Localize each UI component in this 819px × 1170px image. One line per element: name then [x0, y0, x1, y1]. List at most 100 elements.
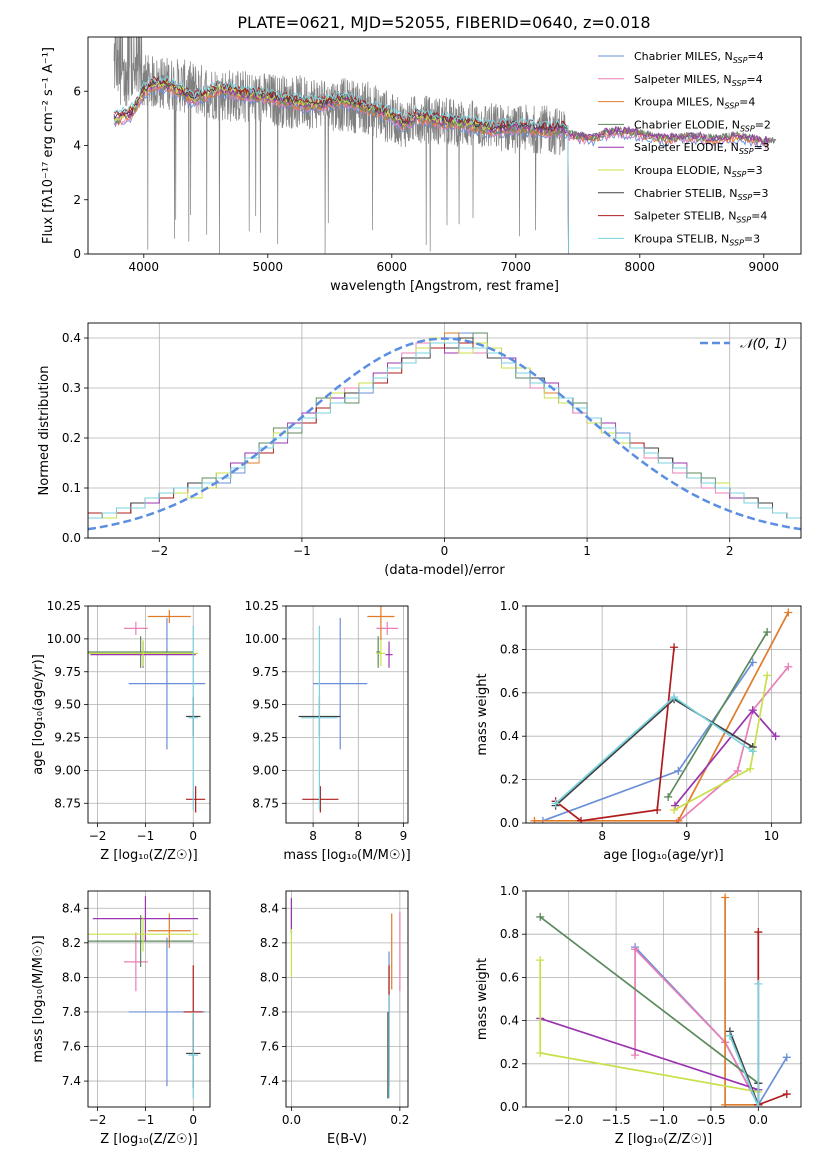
x-tick-label: 0: [189, 829, 197, 843]
weight-marker: [670, 693, 679, 702]
legend-entry: Chabrier STELIB, NSSP=3: [634, 187, 768, 202]
y-tick-label: 0.8: [500, 927, 519, 941]
legend-text: Salpeter ELODIE, N: [634, 141, 739, 154]
y-tick-label: 7.6: [62, 1040, 81, 1054]
y-tick-label: 1.0: [500, 599, 519, 613]
weight-marker: [577, 816, 585, 823]
x-tick-label: −1: [293, 544, 311, 558]
y-tick-label: 0.2: [500, 773, 519, 787]
x-tick-label: 0: [441, 544, 449, 558]
weight-marker: [670, 805, 679, 814]
y-tick-label: 10.00: [47, 632, 81, 646]
legend-text: Kroupa STELIB, N: [634, 232, 729, 245]
x-tick-label: 8: [354, 829, 362, 843]
y-tick-label: 0.8: [500, 642, 519, 656]
y-tick-label: 9.25: [54, 731, 81, 745]
weight-marker: [670, 801, 679, 810]
legend-text: Chabrier ELODIE, N: [634, 118, 740, 131]
legend-text: Chabrier MILES, N: [634, 50, 733, 63]
y-tick-label: 6: [73, 84, 81, 98]
weight-marker: [631, 945, 640, 954]
figure-title: PLATE=0621, MJD=52055, FIBERID=0640, z=0…: [237, 13, 650, 32]
weight-marker: [536, 1049, 545, 1057]
legend-subscript: SSP: [736, 216, 751, 225]
legend-text: Kroupa MILES, N: [634, 96, 724, 109]
y-axis-label: Flux [fλ10⁻¹⁷ erg cm⁻² s⁻¹ A⁻¹]: [41, 47, 56, 244]
x-tick-label: 8: [309, 829, 317, 843]
y-tick-label: 10.25: [47, 599, 81, 613]
x-tick-label: 0.0: [282, 1113, 301, 1127]
weight-marker: [763, 671, 772, 680]
y-tick-label: 7.6: [260, 1040, 279, 1054]
legend-entry: Salpeter ELODIE, NSSP=3: [634, 141, 770, 156]
x-tick-label: 7000: [501, 260, 532, 274]
x-tick-label: −0.5: [696, 1113, 725, 1127]
age_vs_mass-axes: 8 8 9 8.75 9.00 9.25 9.50 9.75 10.00 10.25 mass [l…: [245, 599, 411, 863]
legend-subscript: SSP: [729, 238, 744, 247]
mass_vs_Z-axes: −2 −1 0 7.4 7.6 7.8 8.0 8.2 8.4 Z [log₁₀(Z/Z☉)] ma…: [31, 891, 210, 1147]
weight-marker: [754, 1103, 763, 1107]
x-axis-label: Z [log₁₀(Z/Z☉)]: [100, 1132, 197, 1147]
weight-line-salpeter-elodie: [674, 708, 777, 807]
mass_vs_ebv-axes: 0.0 0.2 7.4 7.6 7.8 8.0 8.2 8.4 E(B-V): [260, 891, 409, 1147]
weight-line-chabrier-elodie: [539, 916, 759, 1084]
weight-marker: [746, 764, 755, 773]
x-tick-label: 8000: [625, 260, 656, 274]
x-axis-label: Z [log₁₀(Z/Z☉)]: [100, 848, 197, 863]
weight-marker: [536, 956, 545, 965]
y-axis-label: mass weight: [475, 673, 490, 755]
x-tick-label: 9000: [749, 260, 780, 274]
y-tick-label: 8.0: [62, 970, 81, 984]
weight-marker: [733, 766, 742, 775]
y-tick-label: 9.50: [252, 698, 279, 712]
axes-frame: [525, 890, 802, 1108]
legend-entry: Kroupa MILES, NSSP=4: [634, 96, 755, 111]
y-tick-label: 0.2: [62, 431, 81, 445]
x-tick-label: 9: [400, 829, 408, 843]
axes-frame: [87, 890, 211, 1108]
model-spectrum-chabrier-elodie: [113, 81, 770, 146]
y-tick-label: 0.4: [500, 729, 519, 743]
weight-marker: [784, 608, 793, 617]
model-spectrum-salpeter-elodie: [113, 78, 770, 145]
x-tick-label: 0.2: [390, 1113, 409, 1127]
model-spectrum-kroupa-stelib: [113, 75, 569, 254]
legend-tail: =4: [746, 73, 762, 86]
x-tick-label: 1: [583, 544, 591, 558]
legend-tail: =3: [754, 141, 770, 154]
y-tick-label: 0.3: [62, 381, 81, 395]
y-tick-label: 0.0: [62, 531, 81, 545]
weight-marker: [674, 816, 683, 823]
weight-marker: [754, 928, 763, 937]
weight-marker: [670, 643, 679, 652]
y-tick-label: 0: [73, 247, 81, 261]
legend-entry: Chabrier ELODIE, NSSP=2: [634, 118, 771, 133]
weight-line-chabrier-miles: [542, 661, 754, 822]
x-axis-label: (data-model)/error: [384, 563, 505, 578]
x-tick-label: 4000: [129, 260, 160, 274]
legend-text: Salpeter STELIB, N: [634, 210, 736, 223]
y-tick-label: 7.8: [260, 1005, 279, 1019]
y-tick-label: 8.2: [62, 936, 81, 950]
y-tick-label: 0.6: [500, 970, 519, 984]
y-tick-label: 9.00: [54, 763, 81, 777]
weight_vs_age-plot: [530, 608, 793, 823]
y-tick-label: 0.4: [62, 331, 81, 345]
y-tick-label: 9.25: [252, 731, 279, 745]
residuals-axes: −2 −1 0 1 2 0.0 0.1 0.2 0.3 0.4 (data-model)/error…: [37, 323, 801, 578]
x-axis-label: wavelength [Angstrom, rest frame]: [330, 279, 559, 294]
legend-tail: =4: [751, 210, 767, 223]
weight-marker: [530, 816, 539, 823]
x-tick-label: 6000: [377, 260, 408, 274]
weight-marker: [653, 805, 662, 814]
y-tick-label: 0.6: [500, 686, 519, 700]
x-tick-label: −2.0: [554, 1113, 583, 1127]
weight_vs_Z-plot: [536, 893, 791, 1107]
weight-line-kroupa-stelib: [555, 696, 754, 805]
weight-marker: [771, 732, 780, 741]
weight-line-salpeter-stelib: [555, 647, 675, 822]
mass_vs_Z-plot: [88, 896, 206, 1099]
legend-entry: Salpeter STELIB, NSSP=4: [634, 210, 767, 225]
weight-marker: [721, 1100, 730, 1107]
